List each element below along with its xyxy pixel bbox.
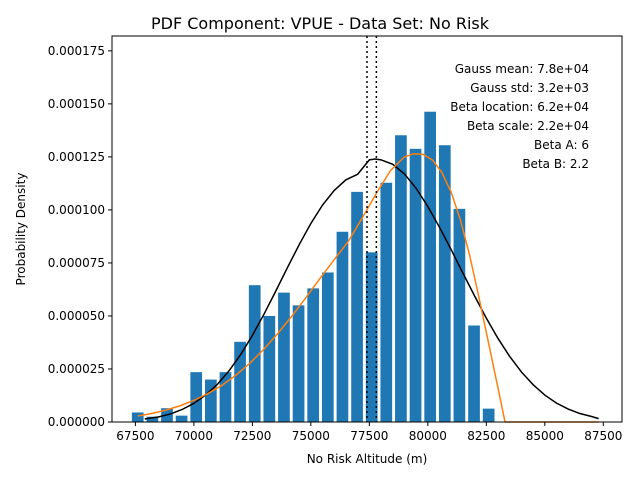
y-tick-label: 0.000100 [48,203,105,217]
histogram-bar [365,252,378,422]
axes [111,35,623,423]
histogram-bar [278,292,290,422]
histogram-bar [321,272,334,422]
histogram-bar [204,379,217,422]
y-tick-label: 0.000125 [48,150,105,164]
annotation-beta-a: Beta A: 6 [534,138,589,152]
x-tick-label: 85000 [526,429,564,443]
x-tick-label: 72500 [233,429,271,443]
histogram-bar [482,408,495,422]
y-tick-label: 0.000000 [48,415,105,429]
histogram-bar [307,288,320,422]
y-tick-label: 0.000050 [48,309,105,323]
annotation-beta-b: Beta B: 2.2 [522,157,589,171]
histogram-bar [292,305,305,422]
histogram-bar [438,145,451,423]
x-tick-label: 80000 [409,429,447,443]
histogram-bar [234,341,246,422]
annotation-beta-scale: Beta scale: 2.2e+04 [467,119,589,133]
histogram-bar [175,415,188,422]
histogram-bar [336,231,349,422]
axes-frame [111,35,623,423]
y-axis-label: Probability Density [14,173,28,286]
y-tick-label: 0.000025 [48,362,105,376]
histogram-bar [263,315,276,422]
histogram-bar [219,372,232,422]
histogram-bar [468,325,480,422]
y-tick-label: 0.000075 [48,256,105,270]
chart-title: PDF Component: VPUE - Data Set: No Risk [151,14,490,33]
annotation-gauss-std: Gauss std: 3.2e+03 [470,81,589,95]
histogram-bar [131,412,144,422]
annotation-box: Gauss mean: 7.8e+04 Gauss std: 3.2e+03 B… [450,62,589,171]
plot-area [131,36,599,423]
annotation-beta-location: Beta location: 6.2e+04 [450,100,589,114]
y-axis-ticks: 0.000000 0.000025 0.000050 0.000075 0.000100… [48,44,112,429]
x-tick-label: 87500 [584,429,622,443]
beta-curve [137,152,599,423]
x-tick-label: 82500 [467,429,505,443]
x-axis-ticks: 67500 70000 72500 75000 77500 80000 82500 85000… [116,422,622,443]
histogram-bar [453,208,466,422]
x-tick-label: 75000 [292,429,330,443]
histogram-bar [146,416,159,422]
gauss-curve [144,158,599,420]
y-tick-label: 0.000150 [48,97,105,111]
histogram-bar [190,372,203,422]
x-tick-label: 67500 [116,429,154,443]
histogram-bar [395,135,407,422]
histogram-bar [351,191,363,422]
histogram-bar [409,148,422,422]
histogram-bar [424,111,437,422]
y-tick-label: 0.000175 [48,44,105,58]
x-axis-label: No Risk Altitude (m) [307,452,428,466]
annotation-gauss-mean: Gauss mean: 7.8e+04 [455,62,589,76]
x-tick-label: 77500 [350,429,388,443]
histogram-bar [380,182,393,422]
x-tick-label: 70000 [175,429,213,443]
histogram-bar [248,285,261,422]
